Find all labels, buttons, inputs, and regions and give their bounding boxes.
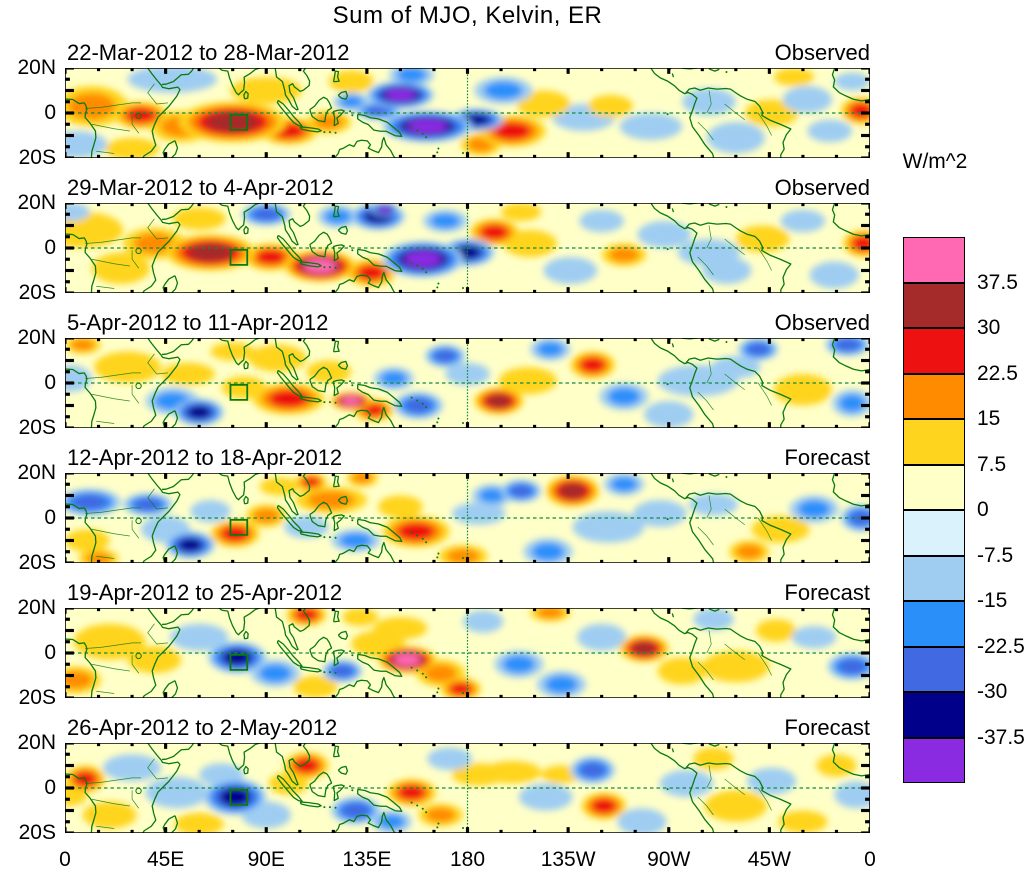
y-tick-label: 0 bbox=[44, 101, 56, 124]
map-panel bbox=[58, 468, 882, 568]
colorbar-tick-label: 22.5 bbox=[977, 361, 1018, 385]
x-tick-label: 180 bbox=[449, 848, 486, 871]
y-tick-label: 0 bbox=[44, 776, 56, 799]
colorbar-swatch bbox=[903, 282, 965, 328]
colorbar-swatch bbox=[903, 692, 965, 738]
colorbar-tick-label: -7.5 bbox=[977, 543, 1014, 567]
y-tick-label: 0 bbox=[44, 236, 56, 259]
colorbar-swatch bbox=[903, 464, 965, 510]
map-panel bbox=[51, 743, 879, 836]
panel-mode-label: Forecast bbox=[784, 715, 870, 740]
colorbar-swatch bbox=[903, 601, 965, 647]
panel-date-range: 19-Apr-2012 to 25-Apr-2012 bbox=[67, 580, 343, 605]
colorbar-swatch bbox=[903, 328, 965, 374]
colorbar-swatch bbox=[903, 237, 965, 283]
panel-date-range: 22-Mar-2012 to 28-Mar-2012 bbox=[67, 40, 350, 65]
x-tick-label: 90W bbox=[647, 848, 691, 871]
map-plot bbox=[42, 203, 884, 293]
colorbar-tick-label: 15 bbox=[977, 407, 1001, 430]
y-tick-label: 20N bbox=[17, 596, 56, 619]
y-tick-label: 20S bbox=[18, 281, 56, 304]
y-tick-label: 0 bbox=[44, 506, 56, 529]
panel-mode-label: Observed bbox=[774, 310, 870, 335]
panel-date-range: 29-Mar-2012 to 4-Apr-2012 bbox=[67, 175, 334, 200]
y-tick-label: 20N bbox=[17, 731, 56, 754]
y-tick-label: 20S bbox=[18, 146, 56, 169]
colorbar-tick-label: -37.5 bbox=[977, 725, 1025, 749]
panel-mode-label: Forecast bbox=[784, 445, 870, 470]
panel-date-range: 26-Apr-2012 to 2-May-2012 bbox=[67, 715, 338, 740]
colorbar-tick-label: -22.5 bbox=[977, 634, 1025, 658]
y-tick-label: 0 bbox=[44, 641, 56, 664]
y-tick-label: 20N bbox=[17, 326, 56, 349]
x-tick-label: 135W bbox=[540, 848, 596, 871]
map-plot bbox=[47, 333, 873, 428]
panel-mode-label: Observed bbox=[774, 40, 870, 65]
x-tick-label: 45W bbox=[747, 848, 791, 871]
y-tick-label: 20S bbox=[18, 416, 56, 439]
x-tick-label: 0 bbox=[864, 848, 876, 871]
colorbar-tick-label: 30 bbox=[977, 316, 1001, 339]
y-tick-label: 20N bbox=[17, 56, 56, 79]
colorbar-tick-label: -30 bbox=[977, 680, 1008, 703]
map-plot bbox=[58, 468, 882, 568]
panel-mode-label: Observed bbox=[774, 175, 870, 200]
x-tick-label: 90E bbox=[247, 848, 285, 871]
colorbar-swatch bbox=[903, 419, 965, 465]
colorbar-tick-label: 37.5 bbox=[977, 270, 1018, 294]
colorbar-tick-label: 0 bbox=[977, 498, 989, 521]
y-tick-label: 20S bbox=[18, 686, 56, 709]
y-tick-label: 20N bbox=[17, 461, 56, 484]
colorbar-units-label: W/m^2 bbox=[902, 150, 968, 173]
map-plot bbox=[51, 603, 877, 701]
map-panel bbox=[42, 203, 884, 293]
x-tick-label: 45E bbox=[146, 848, 185, 871]
panel-mode-label: Forecast bbox=[784, 580, 870, 605]
y-tick-label: 20S bbox=[18, 551, 56, 574]
colorbar-tick-label: -15 bbox=[977, 589, 1008, 612]
y-tick-label: 0 bbox=[44, 371, 56, 394]
y-tick-label: 20N bbox=[17, 191, 56, 214]
colorbar-swatch bbox=[903, 510, 965, 556]
colorbar-swatch bbox=[903, 555, 965, 601]
map-panel bbox=[44, 63, 882, 161]
colorbar-tick-label: 7.5 bbox=[977, 452, 1007, 476]
map-panel bbox=[51, 603, 877, 701]
map-plot bbox=[44, 63, 882, 161]
y-tick-label: 20S bbox=[18, 821, 56, 844]
x-tick-label: 135E bbox=[342, 848, 392, 871]
panel-date-range: 5-Apr-2012 to 11-Apr-2012 bbox=[67, 310, 329, 335]
colorbar-swatch bbox=[903, 646, 965, 692]
map-panel bbox=[47, 333, 873, 428]
panel-date-range: 12-Apr-2012 to 18-Apr-2012 bbox=[67, 445, 343, 470]
map-plot bbox=[51, 743, 879, 836]
colorbar-swatch bbox=[903, 373, 965, 419]
x-tick-label: 0 bbox=[59, 848, 71, 871]
figure-title: Sum of MJO, Kelvin, ER bbox=[332, 2, 603, 29]
colorbar-swatch bbox=[903, 737, 965, 783]
